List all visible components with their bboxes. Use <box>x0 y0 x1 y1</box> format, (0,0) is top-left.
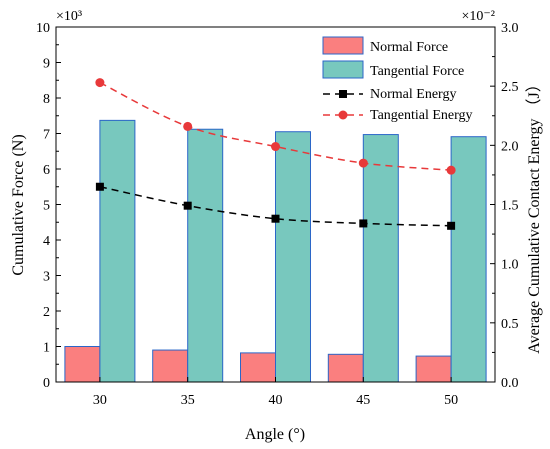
normal-force-bar <box>240 352 276 383</box>
left-tick-label: 8 <box>43 92 50 107</box>
left-tick-label: 9 <box>43 57 50 72</box>
left-tick-label: 4 <box>43 234 50 249</box>
x-axis: 30 35 40 45 50 <box>93 377 458 408</box>
legend-label: Tangential Force <box>370 64 464 79</box>
right-axis-multiplier: ×10⁻² <box>462 9 495 24</box>
normal-force-bar <box>327 353 364 383</box>
left-tick-label: 1 <box>43 341 50 356</box>
legend-label: Tangential Energy <box>370 108 473 123</box>
right-tick-label: 3.0 <box>501 21 519 36</box>
left-tick-label: 3 <box>43 270 50 285</box>
tangential-energy-point <box>271 142 280 152</box>
x-tick-label: 50 <box>444 393 458 408</box>
tangential-force-bar <box>187 128 224 383</box>
left-axis-label: Cumulative Force (N) <box>10 134 27 275</box>
right-tick-label: 2.5 <box>501 80 519 95</box>
left-tick-label: 7 <box>43 128 50 143</box>
normal-energy-point <box>95 182 104 191</box>
left-tick-label: 6 <box>43 163 50 178</box>
x-tick-label: 35 <box>181 393 195 408</box>
tangential-force-bar <box>450 136 487 383</box>
legend-swatch-tangential-force <box>322 60 364 79</box>
normal-energy-point <box>359 219 368 228</box>
normal-force-bar <box>64 346 101 383</box>
right-axis-label: Average Cumulative Contact Energy （J） <box>525 76 543 354</box>
lines-layer <box>95 78 456 230</box>
left-axis: 0 1 2 3 4 5 6 7 8 9 10 <box>36 21 61 391</box>
right-tick-label: 1.0 <box>501 258 519 273</box>
x-axis-label: Angle (°) <box>245 426 305 443</box>
legend-label: Normal Energy <box>370 87 456 102</box>
tangential-energy-line <box>99 81 452 171</box>
tangential-energy-point <box>95 78 105 88</box>
tangential-force-bar <box>275 131 311 383</box>
tangential-energy-point <box>446 165 456 175</box>
legend-label: Normal Force <box>370 40 448 55</box>
x-tick-label: 30 <box>93 393 107 408</box>
right-axis: 0.0 0.5 1.0 1.5 2.0 2.5 3.0 <box>490 21 519 391</box>
tangential-force-bar <box>362 134 399 383</box>
right-tick-label: 1.5 <box>501 199 519 214</box>
left-tick-label: 0 <box>43 376 50 391</box>
right-tick-label: 0.5 <box>501 317 519 332</box>
left-tick-label: 5 <box>43 199 50 214</box>
legend-swatch-normal-force <box>322 36 364 55</box>
left-tick-label: 2 <box>43 305 50 320</box>
normal-energy-point <box>447 221 456 230</box>
legend-marker-tangential-energy <box>338 110 348 120</box>
tangential-force-bar <box>99 119 136 383</box>
tangential-energy-point <box>183 121 193 131</box>
legend: Normal Force Tangential Force Normal Energ… <box>322 36 473 123</box>
x-tick-label: 40 <box>269 393 283 408</box>
normal-force-bar <box>415 355 452 383</box>
normal-energy-line <box>99 186 452 227</box>
x-tick-label: 45 <box>356 393 370 408</box>
left-axis-multiplier: ×10³ <box>56 9 82 24</box>
right-tick-label: 0.0 <box>501 376 519 391</box>
bars-layer <box>64 119 487 383</box>
normal-energy-point <box>183 201 192 210</box>
tangential-energy-point <box>358 158 368 168</box>
normal-force-bar <box>152 349 189 383</box>
legend-marker-normal-energy <box>339 90 347 98</box>
right-tick-label: 2.0 <box>501 139 519 154</box>
normal-energy-point <box>271 214 280 223</box>
left-tick-label: 10 <box>36 21 50 36</box>
